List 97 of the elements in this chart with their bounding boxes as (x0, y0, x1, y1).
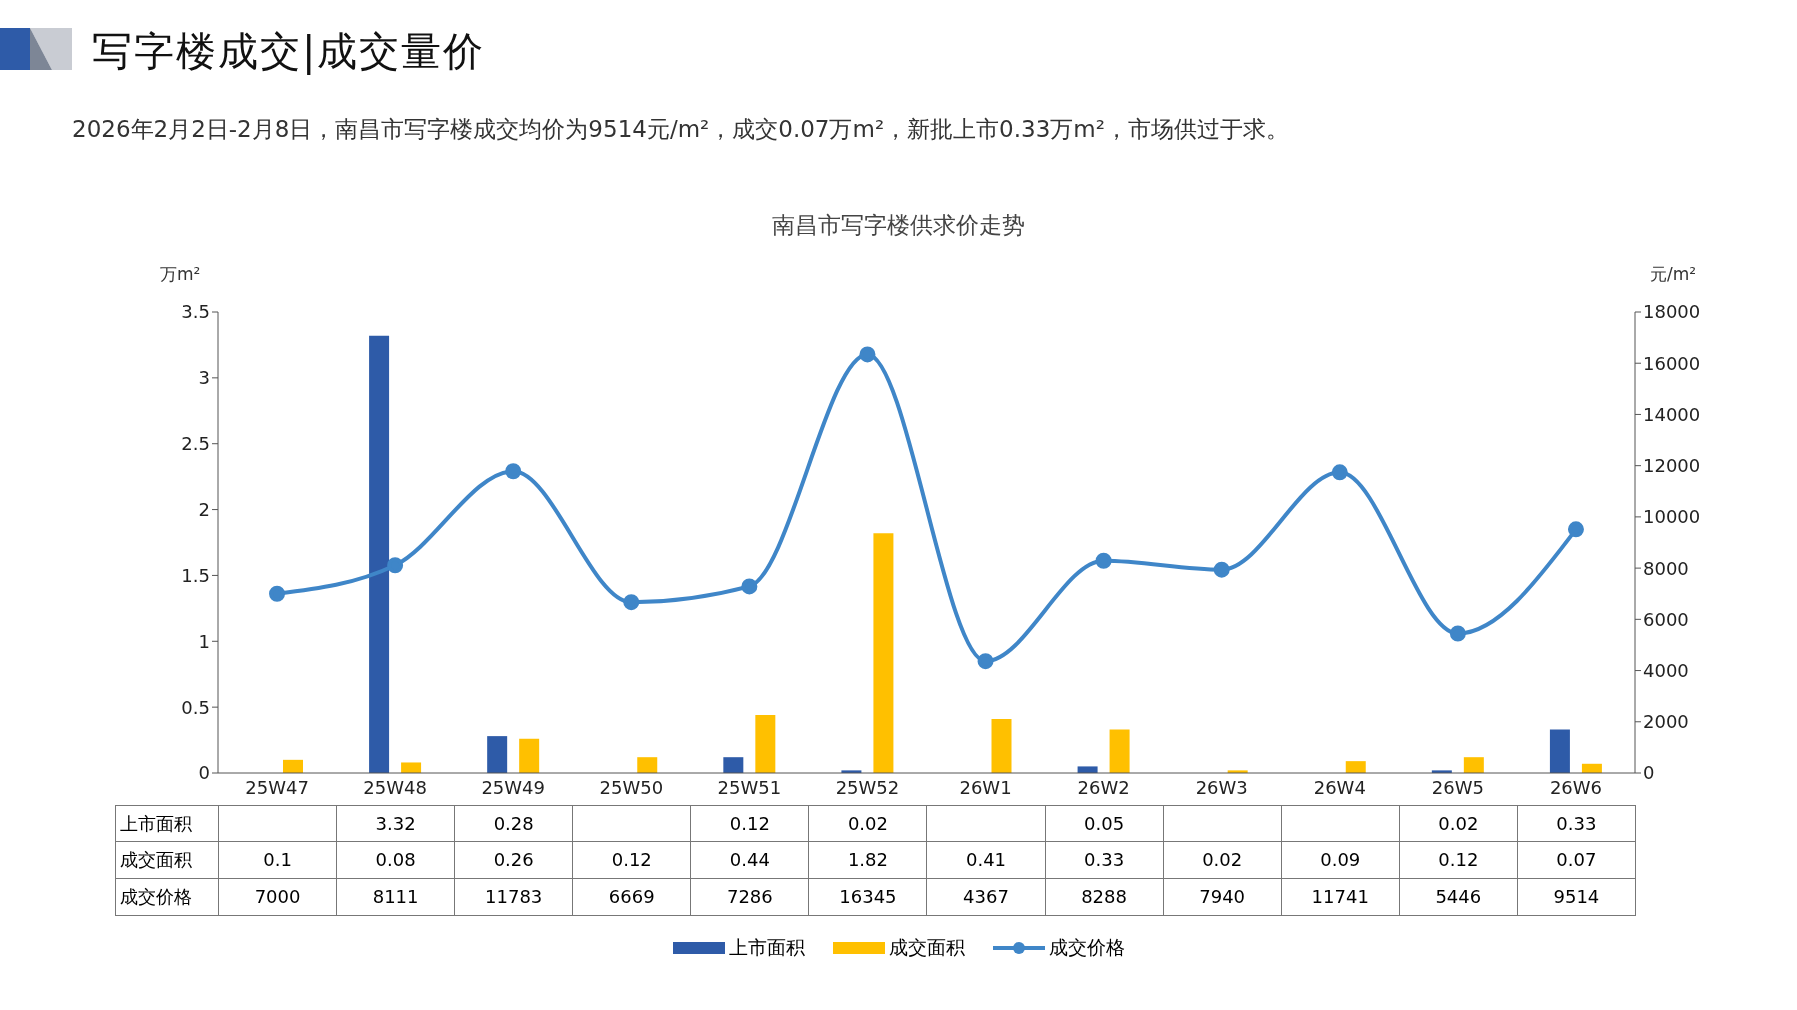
value-table: 上市面积 3.32 0.28 0.12 0.02 0.05 0.02 0.33 成交面积 0.1 0.08 0.26 0.12 0.44 1.82 0.41 0.33 0.02 0.09 0.12 0.07 成交价格 7000 8111 11783 6669 7286 16345 4367 8288 7940 11741 5446 9514 (115, 805, 1636, 916)
data-label: 0.02 (809, 806, 928, 841)
data-label: 0.12 (573, 842, 692, 878)
y-tick-label: 0.5 (181, 696, 210, 718)
x-tick-label: 26W3 (1195, 776, 1248, 798)
data-label: 0.08 (337, 842, 456, 878)
data-label: 0.07 (1517, 842, 1636, 878)
point (623, 594, 640, 611)
data-label: 7940 (1163, 879, 1282, 915)
bar (755, 715, 776, 773)
x-tick-label: 26W4 (1313, 776, 1366, 798)
point (269, 585, 286, 602)
data-label: 0.28 (455, 806, 574, 841)
x-tick-label: 25W50 (599, 776, 664, 798)
data-label: 0.02 (1163, 842, 1282, 878)
data-label: 0.41 (927, 842, 1046, 878)
y-tick-label: 1.5 (181, 564, 210, 586)
bar (519, 738, 540, 773)
point (977, 653, 994, 670)
point (505, 463, 522, 480)
data-label: 0.26 (455, 842, 574, 878)
bar (369, 335, 390, 773)
data-label: 0.02 (1399, 806, 1518, 841)
chart-title: 写字楼成交|成交量价 (92, 27, 486, 77)
data-label: 4367 (927, 879, 1046, 915)
x-tick-label: 26W1 (959, 776, 1012, 798)
y-tick-label: 3 (198, 367, 210, 389)
data-label: 0.1 (219, 842, 338, 878)
y2-tick-label: 8000 (1643, 557, 1689, 579)
x-tick-label: 25W52 (835, 776, 900, 798)
legend-label: 上市面积 (728, 935, 805, 960)
bar (283, 759, 303, 773)
y2-tick-label: 12000 (1643, 455, 1701, 477)
y-tick-label: 0 (198, 762, 210, 784)
data-label: 0.05 (1045, 806, 1164, 841)
data-label: 9514 (1517, 879, 1636, 915)
bar (1345, 761, 1366, 773)
data-label: 0.44 (691, 842, 810, 878)
point (1567, 521, 1584, 538)
point (1331, 464, 1348, 481)
legend-label: 成交面积 (888, 935, 965, 960)
data-label: 16345 (809, 879, 928, 915)
bar (487, 736, 508, 773)
y2-tick-label: 18000 (1643, 301, 1701, 323)
y-axis-title: 万m² (160, 263, 201, 286)
bar (991, 719, 1012, 773)
bar (1463, 757, 1484, 773)
bar (401, 762, 422, 773)
y2-tick-label: 0 (1643, 762, 1655, 784)
y2-tick-label: 10000 (1643, 506, 1701, 528)
x-tick-label: 25W49 (481, 776, 546, 798)
y-tick-label: 3.5 (181, 301, 210, 323)
data-label: 6669 (573, 879, 692, 915)
data-label: 1.82 (809, 842, 928, 878)
bar (1109, 729, 1130, 773)
data-label: 0.12 (691, 806, 810, 841)
y2-tick-label: 4000 (1643, 659, 1689, 681)
y2-tick-label: 2000 (1643, 711, 1689, 733)
bar (1077, 766, 1098, 773)
point (859, 346, 876, 363)
y2-tick-label: 16000 (1643, 352, 1701, 374)
x-tick-label: 26W6 (1549, 776, 1603, 798)
y2-tick-label: 14000 (1643, 403, 1701, 425)
point (1213, 561, 1230, 578)
x-tick-label: 25W47 (245, 776, 309, 798)
data-label: 3.32 (337, 806, 456, 841)
bar (1549, 729, 1570, 773)
bar (873, 533, 894, 773)
y2-axis-title: 元/m² (1650, 263, 1697, 286)
x-tick-label: 25W48 (363, 776, 427, 798)
data-label: 0.12 (1399, 842, 1518, 878)
data-label: 0.09 (1281, 842, 1400, 878)
point (1095, 552, 1112, 569)
bar (723, 757, 744, 773)
data-label: 5446 (1399, 879, 1518, 915)
y-tick-label: 2.5 (181, 433, 210, 455)
x-tick-label: 26W2 (1077, 776, 1130, 798)
data-label: 0.33 (1517, 806, 1636, 841)
point (741, 578, 758, 595)
chart-subtitle: 2026年2月2日-2月8日，南昌市写字楼成交均价为9514元/m²，成交0.07万m²，新批上市0.33万m²，市场供过于求。 (72, 115, 1289, 144)
x-tick-label: 25W51 (717, 776, 782, 798)
legend-label: 成交价格 (1048, 935, 1125, 960)
bar (637, 757, 658, 773)
x-tick-label: 26W5 (1431, 776, 1484, 798)
data-label: 11741 (1281, 879, 1400, 915)
y-tick-label: 1 (198, 630, 210, 652)
data-label: 8111 (337, 879, 456, 915)
data-label: 8288 (1045, 879, 1164, 915)
point (387, 557, 404, 574)
y2-tick-label: 6000 (1643, 608, 1689, 630)
data-label: 7286 (691, 879, 810, 915)
data-label: 7000 (219, 879, 338, 915)
data-label: 11783 (455, 879, 574, 915)
y-tick-label: 2 (198, 498, 210, 520)
point (1449, 625, 1466, 642)
text: 南昌市写字楼供求价走势 (771, 211, 1026, 240)
data-label: 0.33 (1045, 842, 1164, 878)
